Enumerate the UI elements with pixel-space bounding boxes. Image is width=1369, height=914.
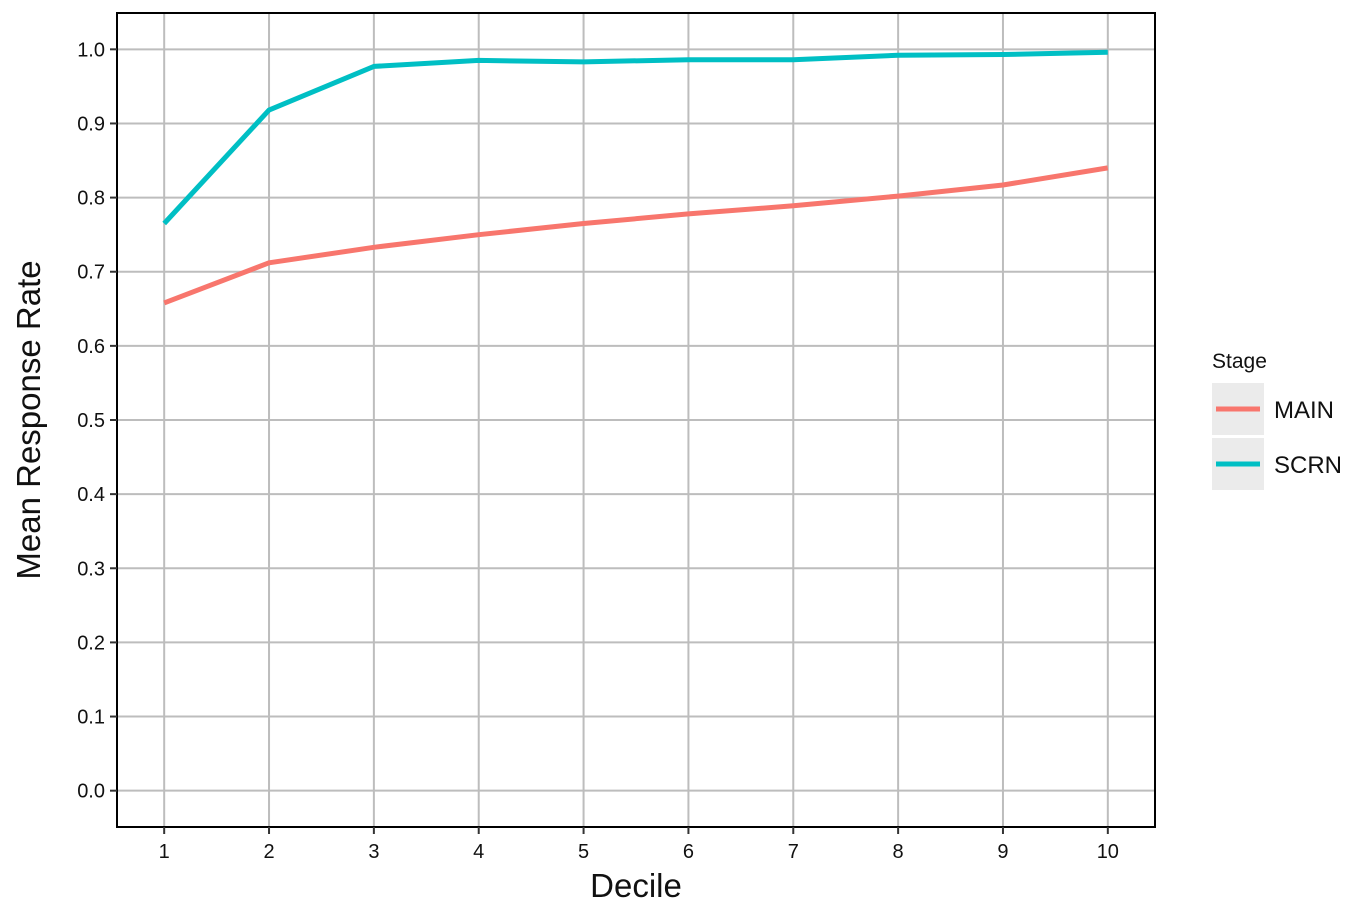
x-tick-label: 8 [893,841,904,863]
legend-label-main: MAIN [1274,397,1334,424]
x-tick-label: 4 [473,841,484,863]
y-tick-label: 0.0 [77,781,105,803]
legend-title: Stage [1212,350,1267,373]
y-tick-label: 0.8 [77,188,105,210]
y-tick-label: 0.4 [77,484,105,506]
x-tick-label: 1 [159,841,170,863]
legend-label-scrn: SCRN [1274,452,1342,479]
y-tick-label: 0.2 [77,632,105,654]
x-tick-label: 7 [788,841,799,863]
y-tick-label: 0.3 [77,558,105,580]
x-axis-title: Decile [590,867,682,904]
y-tick-label: 1.0 [77,39,105,61]
x-tick-label: 2 [263,841,274,863]
x-tick-label: 3 [368,841,379,863]
axis-ticks: 1 2 3 4 5 6 7 8 9 10 0.0 0.1 0.2 0.3 0.4 0.5 0.6 0.7 0.8 0.… [77,39,1119,863]
grid [117,13,1155,827]
series-line-scrn [162,49,1108,226]
x-tick-label: 10 [1097,841,1119,863]
y-tick-label: 0.9 [77,113,105,135]
x-tick-label: 6 [683,841,694,863]
legend: Stage MAIN SCRN [1212,350,1342,490]
y-tick-label: 0.5 [77,410,105,432]
y-tick-label: 0.7 [77,262,105,284]
y-tick-label: 0.1 [77,707,105,729]
y-axis-title: Mean Response Rate [10,260,47,579]
y-tick-label: 0.6 [77,336,105,358]
series-line-main [163,165,1109,306]
x-tick-label: 9 [997,841,1008,863]
x-tick-label: 5 [578,841,589,863]
series-lines [162,49,1109,306]
